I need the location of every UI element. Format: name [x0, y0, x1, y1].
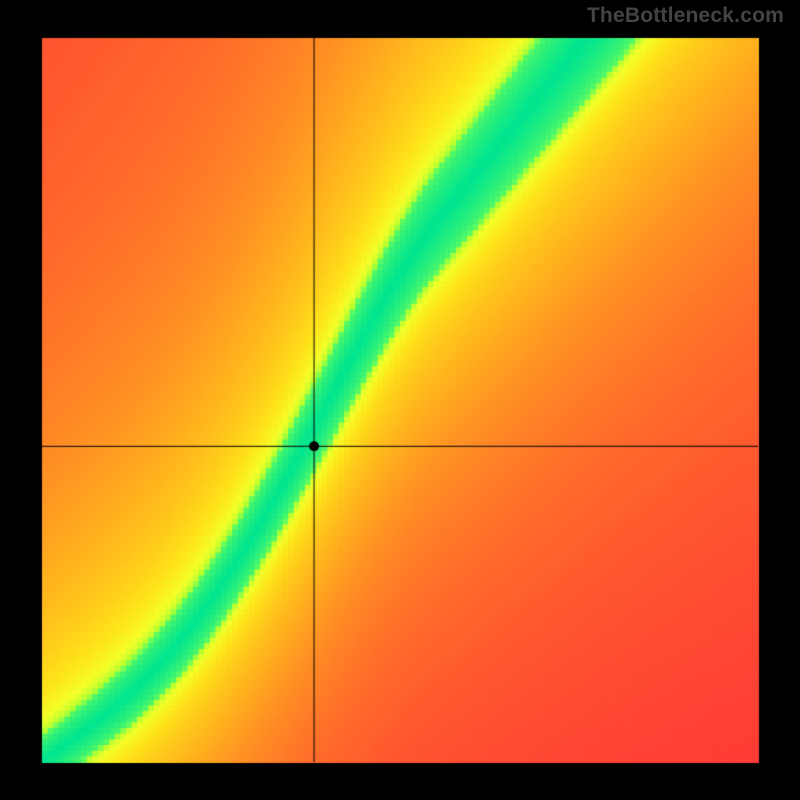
bottleneck-heatmap: [0, 0, 800, 800]
watermark-text: TheBottleneck.com: [587, 4, 784, 28]
chart-container: TheBottleneck.com: [0, 0, 800, 800]
